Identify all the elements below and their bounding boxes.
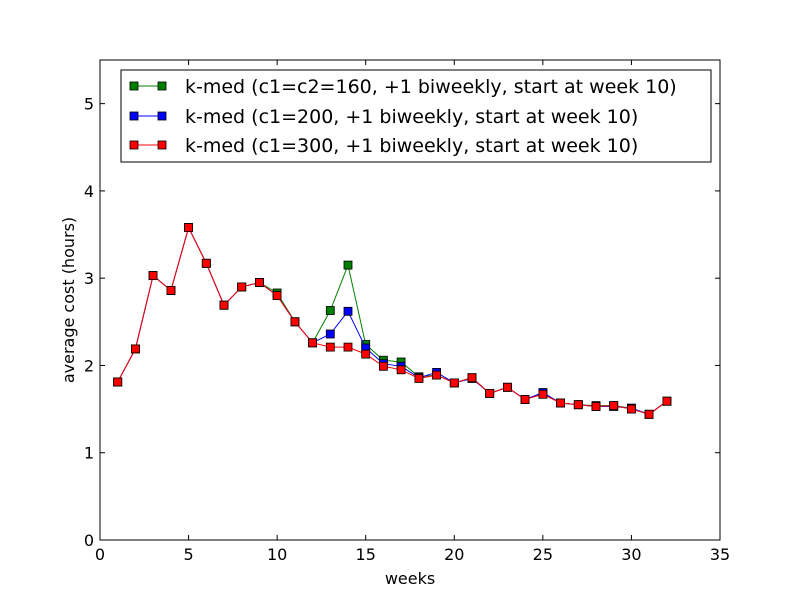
legend: k-med (c1=c2=160, +1 biweekly, start at … [120, 69, 712, 163]
data-point [325, 342, 335, 352]
data-point [644, 409, 654, 419]
x-tick-label: 15 [356, 545, 376, 564]
x-tick-label: 20 [444, 545, 464, 564]
legend-label: k-med (c1=200, +1 biweekly, start at wee… [185, 106, 638, 128]
data-point [662, 396, 672, 406]
y-tick-label: 5 [84, 95, 94, 114]
data-point [290, 317, 300, 327]
data-point [627, 404, 636, 414]
legend-marker [129, 111, 139, 121]
legend-entry: k-med (c1=c2=160, +1 biweekly, start at … [129, 76, 677, 98]
y-tick-label: 3 [84, 269, 94, 288]
data-point [591, 402, 601, 411]
data-point [538, 389, 548, 399]
y-tick-label: 2 [84, 356, 94, 375]
data-point [219, 300, 229, 310]
data-point [556, 398, 565, 408]
data-point [184, 223, 194, 233]
x-tick-label: 5 [183, 545, 193, 564]
series-layer [113, 223, 672, 419]
x-axis: 0 5 10 15 20 25 30 35 [95, 60, 730, 564]
data-point [485, 388, 495, 398]
x-axis-label: weeks [385, 569, 435, 588]
legend-marker [157, 111, 167, 121]
data-point [201, 258, 211, 268]
data-point [308, 338, 318, 348]
x-tick-label: 0 [95, 545, 105, 564]
y-tick-label: 0 [84, 531, 94, 550]
legend-marker [157, 140, 167, 150]
x-tick-label: 35 [710, 545, 730, 564]
data-point [502, 382, 512, 392]
data-point [378, 361, 388, 371]
data-point [148, 271, 158, 281]
data-point [449, 378, 459, 388]
x-tick-label: 30 [621, 545, 641, 564]
data-point [343, 342, 353, 352]
data-point [414, 374, 424, 383]
legend-marker [129, 81, 139, 91]
data-point [166, 285, 176, 295]
y-axis-label: average cost (hours) [59, 217, 78, 383]
data-point [343, 306, 353, 316]
legend-marker [129, 140, 139, 150]
data-point [467, 373, 477, 383]
data-point [237, 282, 247, 292]
data-point [254, 278, 264, 287]
legend-entry: k-med (c1=200, +1 biweekly, start at wee… [129, 106, 638, 128]
data-point [396, 365, 406, 375]
legend-entry: k-med (c1=300, +1 biweekly, start at wee… [129, 135, 638, 157]
y-tick-label: 1 [84, 444, 94, 463]
y-tick-label: 4 [84, 182, 94, 201]
data-point [325, 306, 335, 315]
data-point [609, 401, 619, 411]
data-point [343, 260, 353, 270]
y-axis: 0 1 2 3 4 5 [84, 95, 720, 550]
data-point [573, 400, 583, 410]
legend-marker [157, 81, 167, 91]
legend-label: k-med (c1=300, +1 biweekly, start at wee… [185, 135, 638, 157]
legend-box [120, 69, 712, 163]
data-point [130, 344, 140, 354]
data-point [272, 291, 282, 301]
legend-label: k-med (c1=c2=160, +1 biweekly, start at … [185, 76, 677, 98]
x-tick-label: 10 [267, 545, 287, 564]
data-point [325, 329, 335, 339]
data-point [432, 370, 442, 380]
series-3 [113, 223, 672, 419]
data-point [113, 377, 123, 387]
x-tick-label: 25 [533, 545, 553, 564]
data-point [520, 395, 530, 404]
data-point [361, 349, 371, 359]
